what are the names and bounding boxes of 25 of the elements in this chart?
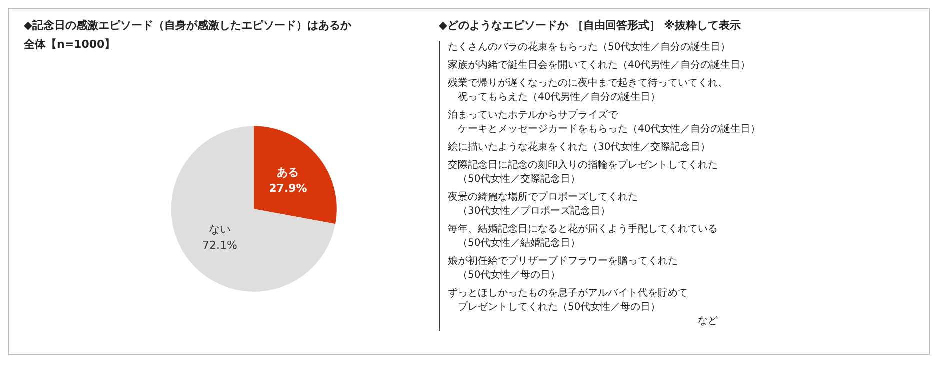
text: など — [697, 315, 719, 329]
text: 絵に描いたような花束をくれた（30代女性／交際記念日） — [448, 141, 712, 155]
text: ずっとほしかったものを息子がアルバイト代を貯めて — [448, 287, 689, 301]
text: 毎年、結婚記念日になると花が届くよう手配してくれている — [448, 223, 719, 237]
text: ケーキとメッセージカードをもらった（40代女性／自分の誕生日） — [457, 123, 762, 137]
text: （50代女性／母の日） — [457, 269, 562, 283]
text: 祝ってもらえた（40代男性／自分の誕生日） — [457, 91, 662, 105]
chart-title: ◆記念日の感激エピソード（自身が感激したエピソード）はあるか — [24, 19, 352, 32]
slice-label: ない — [208, 223, 231, 236]
text: 泊まっていたホテルからサプライズで — [448, 109, 619, 123]
data-label: 27.9% — [269, 182, 308, 196]
text: （50代女性／結婚記念日） — [457, 237, 582, 251]
text: 娘が初任給でプリザーブドフラワーを贈ってくれた — [448, 255, 679, 269]
text: （50代女性／交際記念日） — [457, 173, 582, 187]
text: 交際記念日に記念の刻印入りの指輪をプレゼントしてくれた — [448, 159, 719, 173]
text: （30代女性／プロポーズ記念日） — [457, 205, 612, 219]
text: たくさんのバラの花束をもらった（50代女性／自分の誕生日） — [448, 41, 732, 55]
text: ◆どのようなエピソードか ［自由回答形式］ ※抜粋して表示 — [439, 18, 742, 33]
data-label: 72.1% — [202, 239, 238, 252]
text: 家族が内緒で誕生日会を開いてくれた（40代男性／自分の誕生日） — [448, 59, 752, 73]
slice-label: ある — [277, 166, 300, 180]
text: 夜景の綺麗な場所でプロポーズしてくれた — [448, 191, 639, 205]
text: 残業で帰りが遅くなったのに夜中まで起きて待っていてくれ、 — [448, 77, 729, 91]
text: プレゼントしてくれた（50代女性／母の日） — [457, 301, 662, 315]
text: 全体【n=1000】 — [23, 38, 116, 51]
